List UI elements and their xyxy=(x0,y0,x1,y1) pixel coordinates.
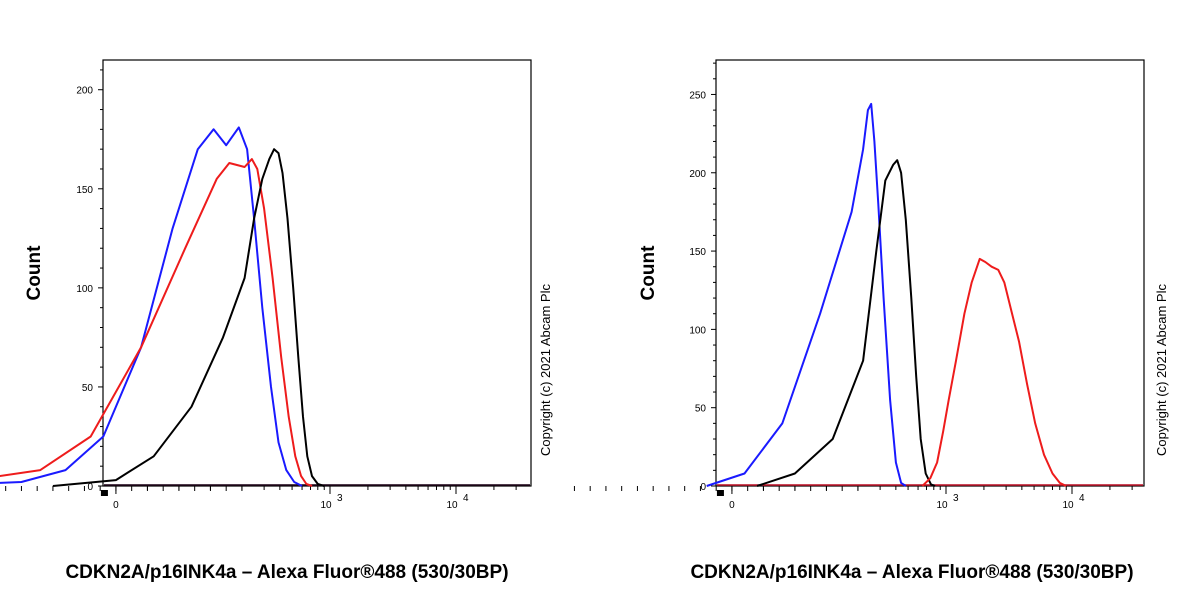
plot-frame-2 xyxy=(715,59,1145,487)
series-red-line xyxy=(921,257,1067,487)
y-tick-label: 100 xyxy=(76,284,93,295)
plot-frame-1 xyxy=(102,59,532,487)
y-tick-label: 150 xyxy=(689,247,706,258)
y-tick-label: 50 xyxy=(82,383,94,394)
x-tick-label: 10 xyxy=(446,500,458,511)
x-tick-label: 0 xyxy=(729,500,735,511)
x-tick-exponent: 3 xyxy=(953,493,959,504)
chart-panel-1: 0 50 100 150 200 0 10 3 10 4 Count Copyright (c)… xyxy=(0,59,553,583)
y-axis-1: 0 50 100 150 200 xyxy=(76,69,103,493)
series-blue-line xyxy=(0,126,303,487)
x-tick-exponent: 4 xyxy=(1079,493,1085,504)
y-tick-label: 0 xyxy=(87,482,93,493)
x-axis-label-1: CDKN2A/p16INK4a – Alexa Fluor®488 (530/3… xyxy=(65,562,508,583)
x-axis-label-2: CDKN2A/p16INK4a – Alexa Fluor®488 (530/3… xyxy=(690,562,1133,583)
y-tick-label: 150 xyxy=(76,185,93,196)
y-axis-label-2: Count xyxy=(638,245,659,301)
x-tick-label: 10 xyxy=(936,500,948,511)
series-red-line xyxy=(0,158,313,487)
x-tick-exponent: 3 xyxy=(337,493,343,504)
x-tick-label: 10 xyxy=(1062,500,1074,511)
zero-marker xyxy=(716,490,724,496)
y-tick-label: 0 xyxy=(700,482,706,493)
y-tick-label: 50 xyxy=(695,404,707,415)
y-tick-label: 100 xyxy=(689,325,706,336)
y-tick-label: 250 xyxy=(689,90,706,101)
x-axis-1: 0 10 3 10 4 xyxy=(5,486,517,511)
y-axis-label-1: Count xyxy=(24,245,45,301)
series-blue-line xyxy=(706,102,907,487)
series-group-1 xyxy=(0,126,530,487)
y-axis-2: 0 50 100 150 200 250 xyxy=(689,62,716,493)
x-tick-label: 0 xyxy=(113,500,119,511)
y-tick-label: 200 xyxy=(76,86,93,97)
series-black-line xyxy=(52,148,325,487)
zero-marker xyxy=(100,490,108,496)
x-tick-label: 10 xyxy=(320,500,332,511)
chart-panel-2: 0 50 100 150 200 250 0 10 3 10 4 Count Copyright … xyxy=(573,59,1169,583)
series-black-line xyxy=(756,159,936,487)
x-tick-exponent: 4 xyxy=(463,493,469,504)
series-group-2 xyxy=(706,102,1143,487)
y-tick-label: 200 xyxy=(689,169,706,180)
copyright-1: Copyright (c) 2021 Abcam Plc xyxy=(538,284,553,456)
copyright-2: Copyright (c) 2021 Abcam Plc xyxy=(1154,284,1169,456)
x-axis-2: 0 10 3 10 4 xyxy=(573,486,1133,511)
